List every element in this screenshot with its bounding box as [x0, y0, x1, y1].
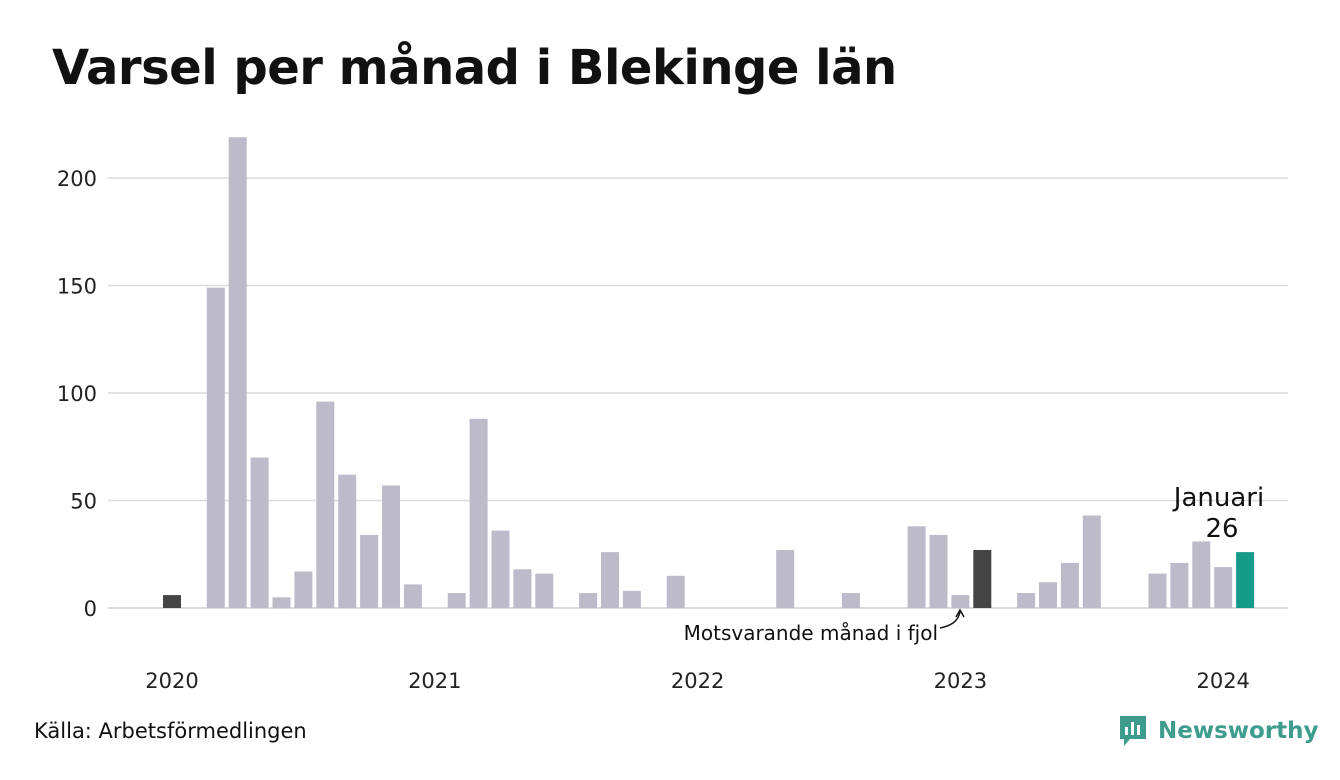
bar-2021-02 [447, 593, 466, 608]
bar-2023-06 [1060, 562, 1079, 608]
bar-2022-12 [929, 534, 948, 608]
newsworthy-logo-icon [1120, 716, 1146, 746]
annotations: Januari 26 Motsvarande månad i fjol [684, 483, 1265, 645]
bar-2020-08 [316, 401, 335, 608]
y-tick-label-3: 150 [57, 275, 97, 299]
bar-2023-11 [1170, 562, 1189, 608]
x-tick-label-2022: 2022 [671, 669, 724, 693]
x-axis-labels: 2020 2021 2022 2023 2024 [145, 669, 1250, 693]
bar-2020-05 [250, 457, 269, 608]
bar-2023-10 [1148, 573, 1167, 608]
grid-lines [108, 177, 1288, 609]
bar-2020-01 [163, 595, 181, 608]
x-tick-label-2023: 2023 [934, 669, 987, 693]
bar-2020-03 [206, 287, 225, 608]
bar-2021-12 [666, 575, 685, 609]
x-tick-label-2021: 2021 [408, 669, 461, 693]
bar-2021-04 [491, 530, 510, 608]
bar-2021-06 [535, 573, 554, 608]
y-tick-label-0: 0 [84, 597, 97, 621]
bar-2022-11 [907, 526, 926, 608]
bar-2020-07 [294, 571, 313, 608]
current-value-label: 26 [1205, 514, 1238, 544]
bar-2021-10 [622, 590, 641, 608]
previous-year-label: Motsvarande månad i fjol [684, 621, 938, 645]
bar-2020-06 [272, 597, 291, 609]
y-axis-labels: 0 50 100 150 200 [57, 167, 97, 621]
bar-2024-01 [1214, 567, 1233, 608]
bar-2022-05 [776, 550, 795, 608]
bar-undefined [1236, 552, 1255, 608]
brand: Newsworthy [1118, 714, 1319, 748]
source-note: Källa: Arbetsförmedlingen [34, 719, 307, 743]
bar-2023-12 [1192, 541, 1211, 608]
bar-2022-08 [841, 593, 860, 608]
bar-2020-09 [338, 474, 357, 608]
bar-2021-08 [579, 593, 598, 608]
y-tick-label-1: 50 [70, 490, 97, 514]
bar-2020-12 [403, 584, 422, 608]
y-tick-label-2: 100 [57, 382, 97, 406]
previous-year-arrowhead [955, 608, 965, 618]
bar-2020-11 [382, 485, 400, 608]
bar-2021-09 [601, 552, 619, 608]
chart-title: Varsel per månad i Blekinge län [52, 40, 897, 96]
bar-2023-05 [1039, 582, 1057, 608]
bar-2021-03 [469, 418, 488, 608]
bar-2023-07 [1082, 515, 1101, 608]
bar-2023-04 [1017, 593, 1036, 608]
y-tick-label-4: 200 [57, 167, 97, 191]
current-month-label: Januari [1172, 483, 1264, 513]
bar-2021-05 [513, 569, 532, 608]
brand-name: Newsworthy [1158, 718, 1319, 744]
x-tick-label-2020: 2020 [145, 669, 198, 693]
bar-2023-01 [951, 595, 970, 608]
bar-2023-02 [973, 550, 992, 608]
bar-2020-10 [360, 534, 379, 608]
bar-2020-04 [228, 137, 247, 608]
bars [163, 137, 1255, 609]
x-tick-label-2024: 2024 [1196, 669, 1249, 693]
previous-year-arrow [939, 611, 961, 629]
